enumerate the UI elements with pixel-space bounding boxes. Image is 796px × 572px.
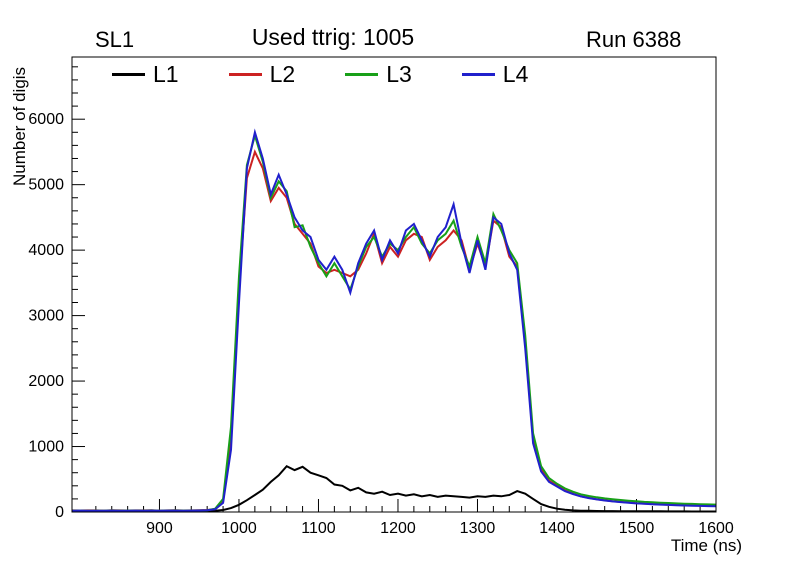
y-tick-label: 5000 [28, 177, 64, 194]
legend-item-l4: L4 [461, 61, 529, 87]
x-axis-title: Time (ns) [670, 536, 742, 555]
l2-line-sample [228, 73, 262, 76]
legend-item-l2: L2 [228, 61, 296, 87]
legend-item-l1: L1 [112, 63, 179, 86]
x-tick-label: 1500 [619, 520, 655, 537]
x-tick-label: 1400 [539, 520, 575, 537]
legend-label-l3: L3 [386, 61, 412, 87]
legend-label-l1: L1 [153, 61, 179, 87]
legend: L1 L2 L3 L4 [112, 63, 528, 86]
y-tick-label: 2000 [28, 373, 64, 390]
run-number-label: Run 6388 [586, 27, 682, 52]
series-line-l4 [72, 128, 716, 512]
l1-line-sample [112, 73, 145, 76]
y-tick-label: 0 [55, 504, 64, 521]
y-tick-label: 3000 [28, 308, 64, 325]
l3-line-sample [345, 73, 379, 76]
legend-label-l4: L4 [502, 61, 529, 87]
legend-label-l2: L2 [269, 61, 296, 87]
plot-title: Used ttrig: 1005 [251, 24, 415, 50]
x-tick-label: 1100 [301, 520, 336, 537]
legend-item-l3: L3 [345, 63, 412, 86]
l4-line-sample [461, 73, 495, 76]
x-tick-label: 1600 [698, 520, 734, 537]
series-line-l3 [72, 131, 716, 512]
y-axis-title: Number of digis [10, 66, 29, 186]
x-tick-label: 1200 [380, 520, 416, 537]
x-tick-label: 1000 [221, 520, 257, 537]
y-tick-label: 4000 [28, 242, 64, 259]
y-tick-label: 6000 [28, 111, 64, 128]
y-tick-label: 1000 [28, 439, 64, 456]
x-tick-label: 1300 [460, 520, 496, 537]
series-line-l2 [72, 149, 716, 512]
x-tick-label: 900 [146, 520, 173, 537]
pad-label-sl1: SL1 [95, 27, 135, 52]
series-line-l1 [72, 464, 716, 512]
